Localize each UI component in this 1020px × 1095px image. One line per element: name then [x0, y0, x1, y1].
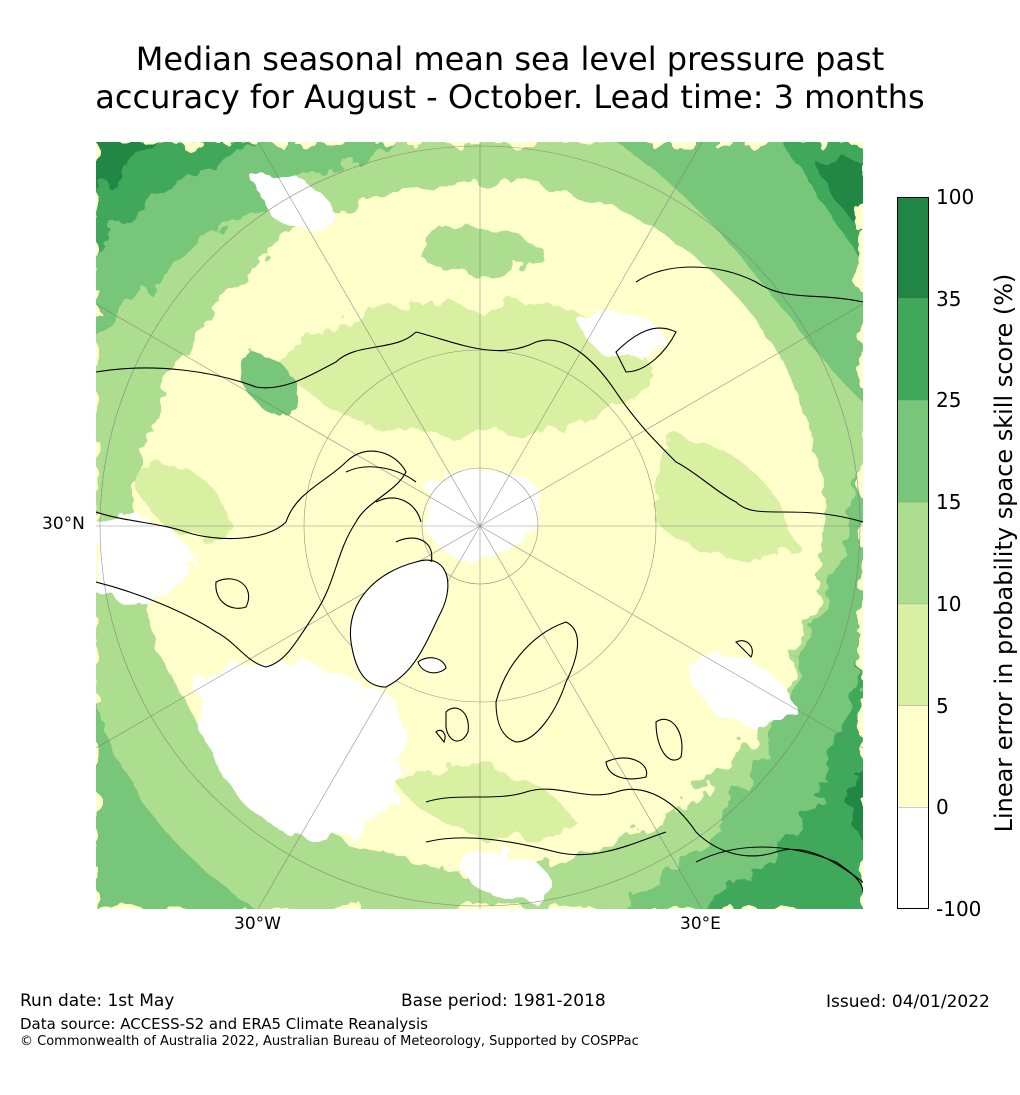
- lat-label-30n: 30°N: [42, 514, 85, 534]
- colorbar-tick-label: 35: [936, 286, 962, 311]
- colorbar-tick-label: 25: [936, 388, 962, 413]
- hudson-bay: [215, 578, 250, 609]
- skill-shading: [96, 142, 863, 909]
- colorbar-tick-label: 0: [936, 795, 949, 820]
- scandinavia-coast: [495, 621, 579, 743]
- iceland-coast: [417, 657, 447, 674]
- himalaya-line: [695, 846, 863, 893]
- far-east-coast: [635, 266, 863, 303]
- coastlines: [96, 266, 863, 893]
- colorbar-segment: [897, 807, 929, 909]
- chart-title: Median seasonal mean sea level pressure …: [0, 40, 1020, 116]
- alaska-coast: [96, 331, 417, 389]
- colorbar-segment: [897, 502, 929, 604]
- colorbar-segment: [897, 603, 929, 706]
- colorbar-tick-label: 10: [936, 591, 962, 616]
- colorbar-tick-label: 5: [936, 693, 949, 718]
- data-source: Data source: ACCESS-S2 and ERA5 Climate …: [20, 1015, 428, 1033]
- colorbar-tick-label: -100: [936, 897, 982, 921]
- title-line-2: accuracy for August - October. Lead time…: [95, 78, 925, 116]
- issued-date: Issued: 04/01/2022: [826, 992, 990, 1012]
- colorbar-segment: [897, 400, 929, 503]
- colorbar-segment: [897, 298, 929, 401]
- copyright: © Commonwealth of Australia 2022, Austra…: [20, 1034, 639, 1049]
- north-america-coast: [96, 450, 407, 668]
- black-sea: [605, 757, 648, 780]
- british-isles-coast: [435, 707, 469, 744]
- colorbar-tick-label: 15: [936, 490, 962, 515]
- colorbar-segment: [897, 197, 929, 299]
- canadian-archipelago: [345, 466, 433, 563]
- polar-skill-map: [96, 142, 863, 909]
- lon-label-30w: 30°W: [234, 914, 281, 934]
- colorbar-label: Linear error in probability space skill …: [990, 273, 1018, 833]
- lake-baikal: [735, 640, 753, 658]
- colorbar-segment: [897, 705, 929, 808]
- greenland-coast: [349, 559, 449, 688]
- colorbar-tick-label: 100: [936, 185, 975, 209]
- caspian-sea: [655, 718, 683, 761]
- graticule: [96, 142, 863, 909]
- kamchatka: [615, 327, 677, 373]
- title-line-1: Median seasonal mean sea level pressure …: [135, 40, 885, 78]
- europe-coast: [425, 788, 863, 883]
- siberia-coast: [415, 331, 863, 523]
- colorbar: [897, 197, 929, 909]
- mediterranean-coast: [425, 831, 667, 856]
- base-period: Base period: 1981-2018: [401, 991, 606, 1011]
- lon-label-30e: 30°E: [680, 914, 721, 934]
- run-date: Run date: 1st May: [20, 991, 175, 1011]
